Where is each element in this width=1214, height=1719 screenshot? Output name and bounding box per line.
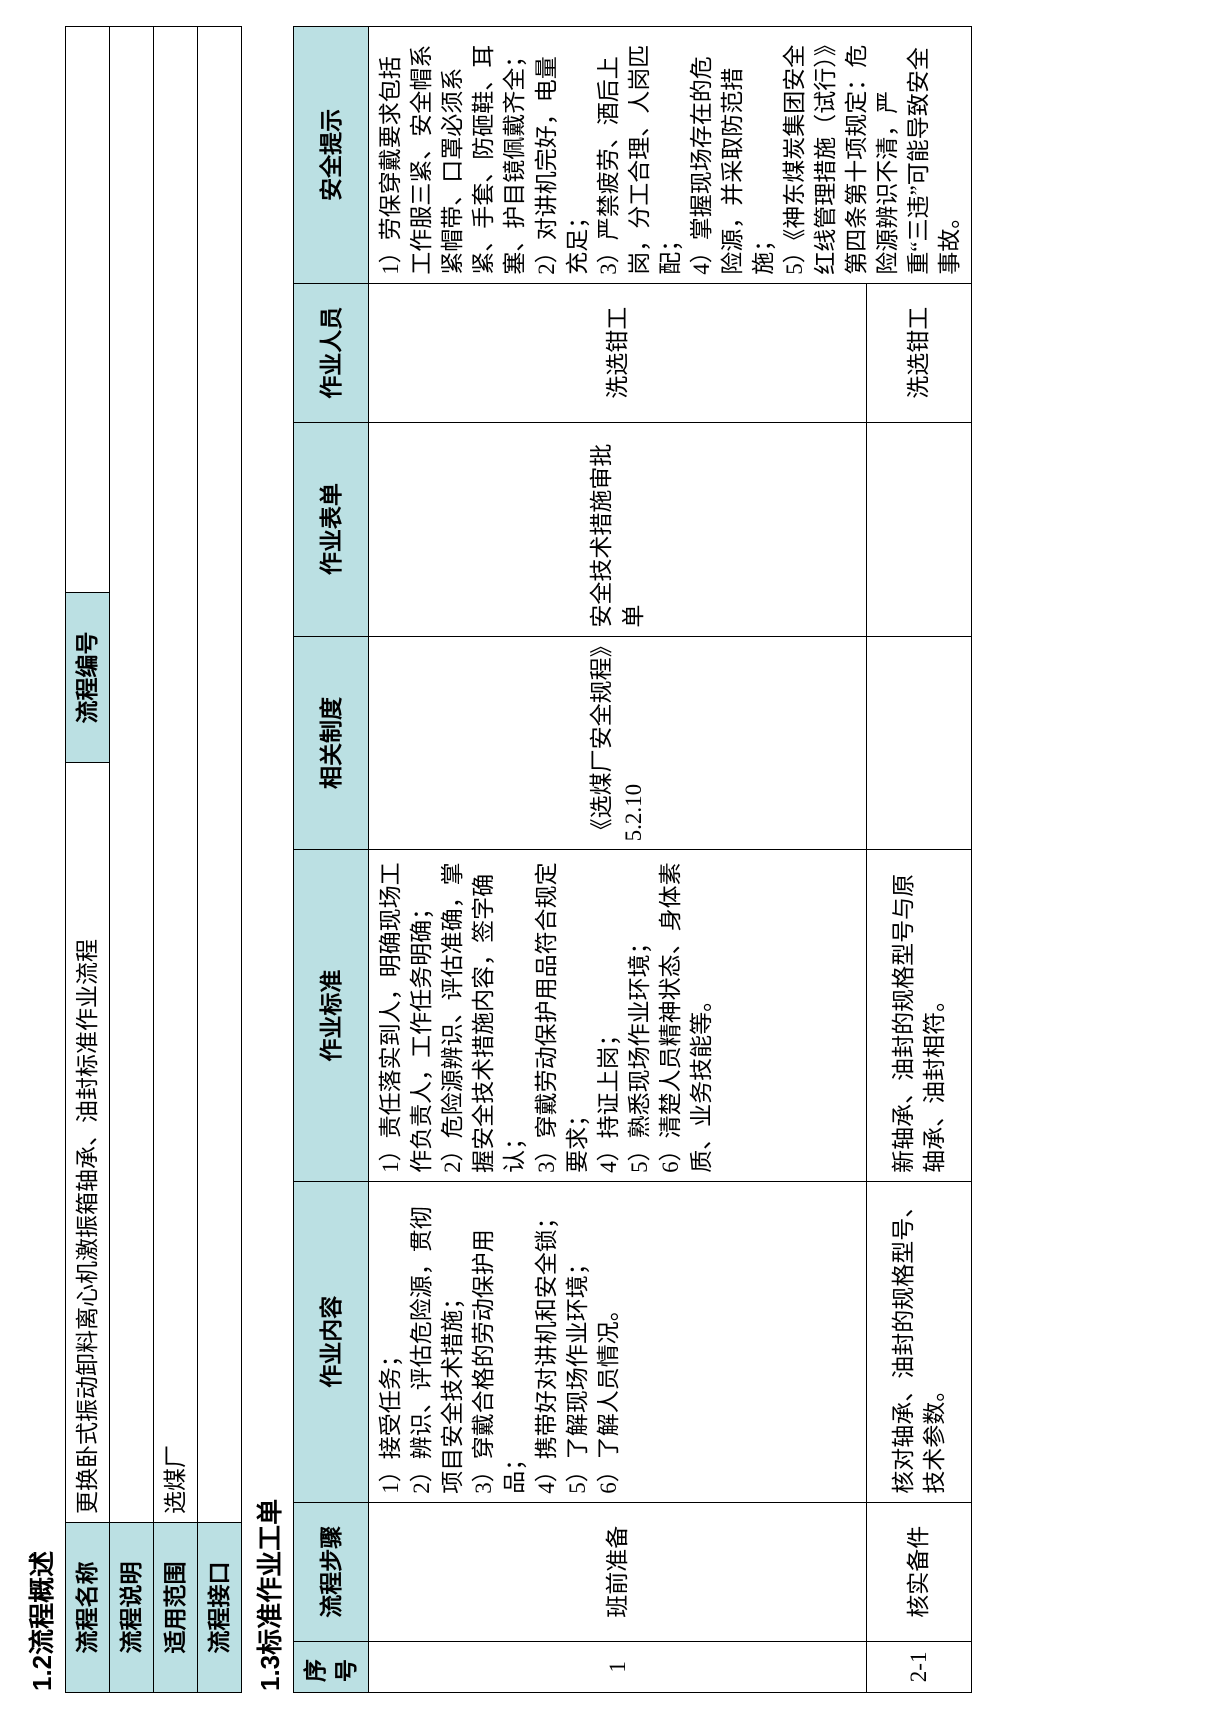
section-1-2-title: 1.2流程概述 — [22, 26, 59, 1691]
col-tip: 安全提示 — [294, 27, 369, 284]
cell-rule: 《选煤厂安全规程》5.2.10 — [369, 636, 867, 850]
table-row: 流程接口 — [198, 27, 242, 1693]
cell-step: 班前准备 — [369, 1502, 867, 1641]
cell-std: 1）责任落实到人，明确现场工作负责人，工作任务明确； 2）危险源辨识、评估准确，… — [369, 850, 867, 1181]
value-process-desc — [110, 27, 154, 1523]
label-scope: 适用范围 — [154, 1523, 198, 1693]
cell-person: 洗选钳工 — [866, 283, 971, 422]
col-content: 作业内容 — [294, 1181, 369, 1502]
table-row: 适用范围 选煤厂 — [154, 27, 198, 1693]
cell-person: 洗选钳工 — [369, 283, 867, 422]
col-std: 作业标准 — [294, 850, 369, 1181]
table-row: 流程说明 — [110, 27, 154, 1693]
col-rule: 相关制度 — [294, 636, 369, 850]
cell-xu: 2-1 — [866, 1641, 971, 1692]
table-header-row: 序号 流程步骤 作业内容 作业标准 相关制度 作业表单 作业人员 安全提示 — [294, 27, 369, 1693]
col-xu: 序号 — [294, 1641, 369, 1692]
col-step: 流程步骤 — [294, 1502, 369, 1641]
cell-form: 安全技术措施审批单 — [369, 422, 867, 636]
col-form: 作业表单 — [294, 422, 369, 636]
value-process-code — [66, 27, 110, 593]
section-1-3-title: 1.3标准作业工单 — [250, 26, 287, 1691]
table-row: 流程名称 更换卧式振动卸料离心机激振箱轴承、油封标准作业流程 流程编号 — [66, 27, 110, 1693]
cell-content: 1）接受任务； 2）辨识、评估危险源，贯彻项目安全技术措施； 3）穿戴合格的劳动… — [369, 1181, 867, 1502]
label-interface: 流程接口 — [198, 1523, 242, 1693]
label-process-desc: 流程说明 — [110, 1523, 154, 1693]
table-row: 1 班前准备 1）接受任务； 2）辨识、评估危险源，贯彻项目安全技术措施； 3）… — [369, 27, 867, 1693]
work-order-table: 序号 流程步骤 作业内容 作业标准 相关制度 作业表单 作业人员 安全提示 1 … — [293, 26, 972, 1693]
label-process-code: 流程编号 — [66, 593, 110, 763]
cell-rule — [866, 636, 971, 850]
cell-xu: 1 — [369, 1641, 867, 1692]
cell-form — [866, 422, 971, 636]
value-scope: 选煤厂 — [154, 27, 198, 1523]
label-process-name: 流程名称 — [66, 1523, 110, 1693]
cell-step: 核实备件 — [866, 1502, 971, 1641]
value-process-name: 更换卧式振动卸料离心机激振箱轴承、油封标准作业流程 — [66, 763, 110, 1523]
cell-content: 核对轴承、油封的规格型号、技术参数。 — [866, 1181, 971, 1502]
cell-std: 新轴承、油封的规格型号与原轴承、油封相符。 — [866, 850, 971, 1181]
value-interface — [198, 27, 242, 1523]
col-person: 作业人员 — [294, 283, 369, 422]
document-page: 1.2流程概述 流程名称 更换卧式振动卸料离心机激振箱轴承、油封标准作业流程 流… — [0, 0, 1214, 1719]
process-overview-table: 流程名称 更换卧式振动卸料离心机激振箱轴承、油封标准作业流程 流程编号 流程说明… — [65, 26, 242, 1693]
cell-tip: 1）劳保穿戴要求包括工作服三紧、安全帽系紧帽带、口罩必须系紧、手套、防砸鞋、耳塞… — [369, 27, 972, 284]
